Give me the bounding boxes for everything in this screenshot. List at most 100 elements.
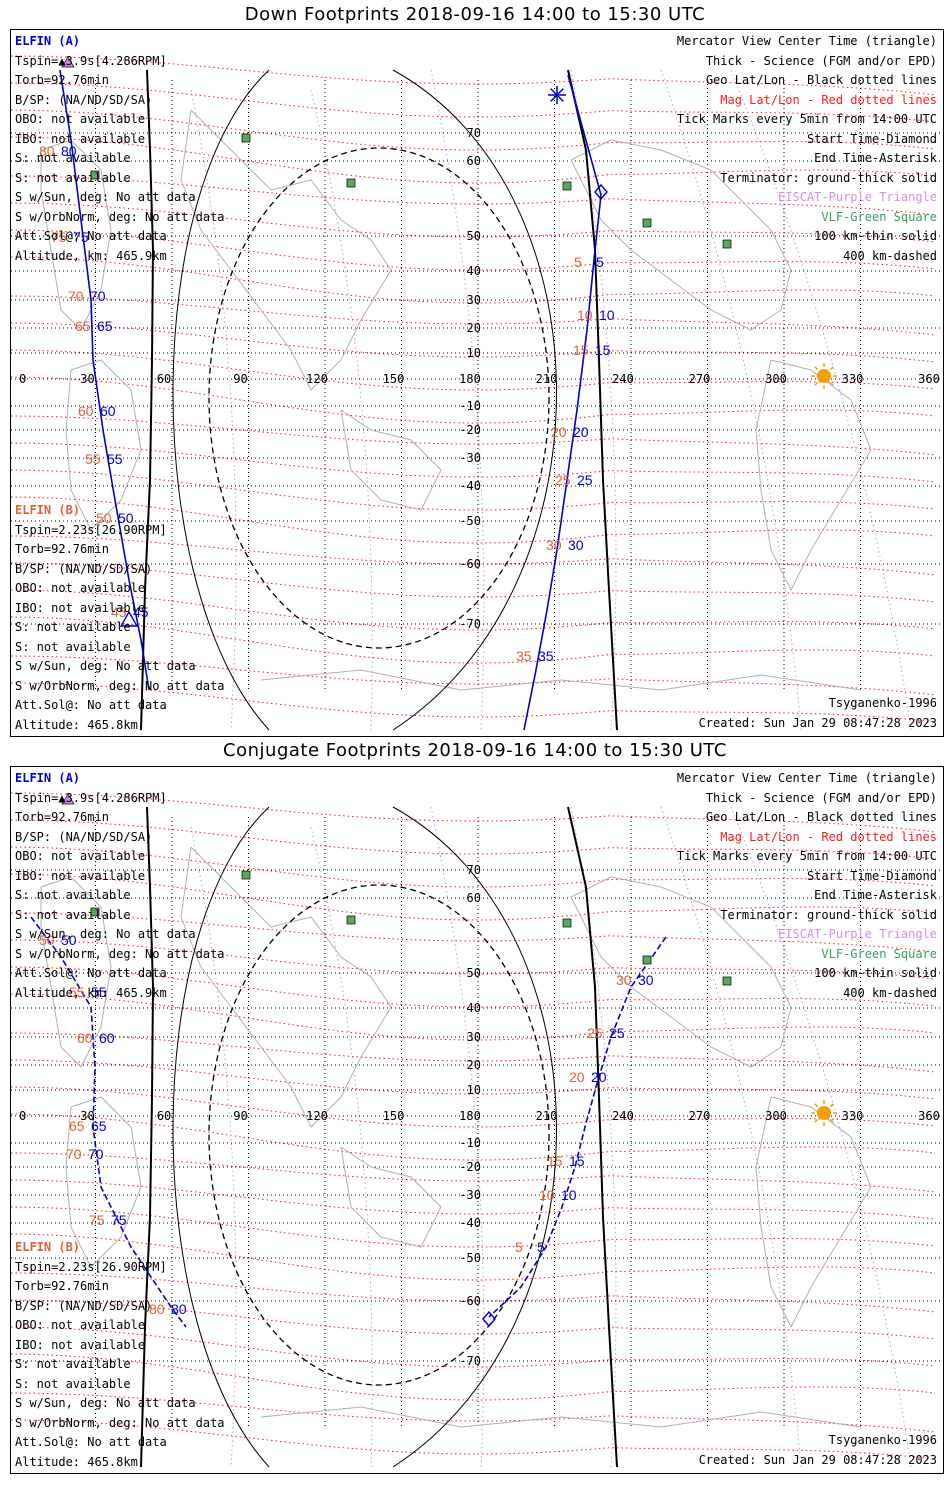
terminator-west (140, 806, 155, 1468)
mag-latitude-line (11, 993, 936, 1041)
eiscat-triangle-icon (61, 56, 75, 68)
legend-item: 100 km-thin solid (814, 229, 937, 243)
info-line: Tspin=2.23s[26.90RPM] (15, 522, 167, 537)
horizon-100km-east (392, 69, 557, 731)
legend-item: Mercator View Center Time (triangle) (676, 771, 937, 785)
info-line: S w/Sun, deg: No att data (15, 1396, 196, 1410)
info-line: OBO: not available (15, 849, 146, 863)
elfin-b-tick-label-blue: 50 (118, 510, 134, 526)
mag-latitude-line (11, 109, 936, 151)
legend-item: 400 km-dashed (843, 985, 937, 1000)
longitude-tick-label: 240 (612, 1109, 634, 1123)
info-line: S: not available (15, 888, 131, 902)
geo-grid-lines (11, 817, 943, 1427)
latitude-tick-label: 10 (467, 1083, 481, 1097)
coastline (755, 1096, 872, 1329)
elfin-b-tick-label-blue: 70 (90, 288, 106, 304)
sun-ray (814, 381, 819, 386)
coastline (180, 109, 392, 391)
elfin-a-tick-label-red: 30 (546, 537, 562, 553)
elfin-b-tick-label-red: 45 (111, 604, 127, 620)
terminator-east (567, 69, 618, 731)
mag-meridian-line (570, 806, 617, 1468)
elfin-a-tick-label-blue: 15 (595, 342, 611, 358)
mag-latitude-line (11, 1272, 936, 1313)
elfin-b-tick-label-red: 75 (51, 229, 67, 245)
latitude-tick-label: -60 (459, 1294, 481, 1308)
latitude-tick-label: -70 (459, 617, 481, 631)
longitude-tick-label: 360 (918, 372, 940, 386)
info-line: IBO: not available (15, 131, 146, 146)
longitude-tick-label: 150 (383, 1109, 405, 1123)
latitude-tick-label: 10 (467, 346, 481, 360)
latitude-tick-label: -70 (459, 1354, 481, 1368)
info-line: S w/Sun, deg: No att data (15, 659, 196, 673)
latitude-tick-label: 20 (467, 1058, 481, 1072)
mag-latitude-line (11, 682, 936, 723)
latitude-tick-label: -20 (459, 423, 481, 437)
legend-item: Mag Lat/Lon - Red dotted lines (720, 829, 937, 844)
elfin-b-tick-label-red: 75 (89, 1212, 105, 1228)
longitude-tick-label: 60 (157, 1109, 171, 1123)
longitude-tick-label: 270 (689, 1109, 711, 1123)
eiscat-triangle-icon (61, 793, 75, 805)
latitude-tick-label: -40 (459, 1216, 481, 1230)
latitude-tick-label: 60 (467, 891, 481, 905)
created-label: Created: Sun Jan 29 08:47:28 2023 (698, 716, 937, 730)
elfin-a-info: ELFIN (A) Tspin=▲3.9s[4.286RPM] Torb=92.… (15, 769, 225, 1003)
elfin-a-tick-label-blue: 20 (573, 424, 589, 440)
longitude-tick-label: 330 (842, 1109, 864, 1123)
info-line: B/SP: (NA/ND/SD/SA) (15, 561, 153, 576)
vlf-station-icon (722, 976, 732, 986)
elfin-b-tick-label-red: 55 (85, 451, 101, 467)
info-line: OBO: not available (15, 581, 146, 595)
legend-item: Tick Marks every 5min from 14:00 UTC (676, 112, 937, 126)
info-line: Att.Sol@: No att data (15, 698, 167, 712)
info-line: Torb=92.76min (15, 1279, 109, 1293)
mag-latitude-line (11, 1179, 936, 1220)
legend-item: Terminator: ground-thick solid (720, 907, 937, 922)
legend-item: VLF-Green Square (821, 209, 937, 224)
elfin-b-tick-label-blue: 80 (61, 143, 77, 159)
info-line: Tspin=▲3.9s[4.286RPM] (15, 790, 167, 805)
elfin-b-info: ELFIN (B) Tspin=2.23s[26.90RPM] Torb=92.… (15, 1238, 225, 1472)
vlf-station-icon (241, 870, 251, 880)
elfin-b-tick-label-blue: 70 (88, 1146, 104, 1162)
info-line: S: not available (15, 907, 131, 922)
coastline (570, 139, 792, 331)
elfin-a-tick-label-red: 25 (587, 1025, 603, 1041)
vlf-station-icon (722, 239, 732, 249)
end-time-asterisk-icon (550, 88, 564, 102)
info-line: Att.Sol@: No att data (15, 1435, 167, 1449)
mag-latitude-line (11, 376, 936, 424)
terminator-east (567, 806, 618, 1468)
legend-item: End Time-Asterisk (814, 151, 937, 165)
latitude-tick-label: 30 (467, 293, 481, 307)
latitude-tick-label: -10 (459, 1136, 481, 1150)
elfin-b-tick-label-blue: 55 (91, 984, 107, 1000)
longitude-tick-label: 120 (306, 372, 328, 386)
mag-latitude-line (11, 82, 936, 123)
elfin-a-tick-label-blue: 20 (591, 1069, 607, 1085)
markers (61, 56, 837, 627)
sun-ray (829, 381, 834, 386)
markers (61, 793, 837, 1328)
info-line: Att.Sol@: No att data (15, 966, 167, 980)
mag-latitude-line (11, 256, 936, 304)
longitude-tick-label: 30 (80, 372, 94, 386)
sun-icon (817, 369, 831, 383)
latitude-tick-label: 50 (467, 229, 481, 243)
info-line: OBO: not available (15, 112, 146, 126)
longitude-tick-label: 0 (19, 372, 26, 386)
mag-latitude-line (11, 1059, 936, 1100)
longitude-tick-label: 210 (536, 1109, 558, 1123)
elfin-b-tick-label-red: 80 (149, 1301, 165, 1317)
mag-latitude-line (11, 1152, 936, 1193)
elfin-a-tick-label-red: 20 (551, 424, 567, 440)
longitude-tick-label: 330 (842, 372, 864, 386)
longitude-tick-label: 0 (19, 1109, 26, 1123)
mag-latitude-line (11, 469, 936, 511)
mag-latitude-line (11, 55, 936, 96)
coastline (570, 876, 792, 1068)
legend-item: 400 km-dashed (843, 248, 937, 263)
